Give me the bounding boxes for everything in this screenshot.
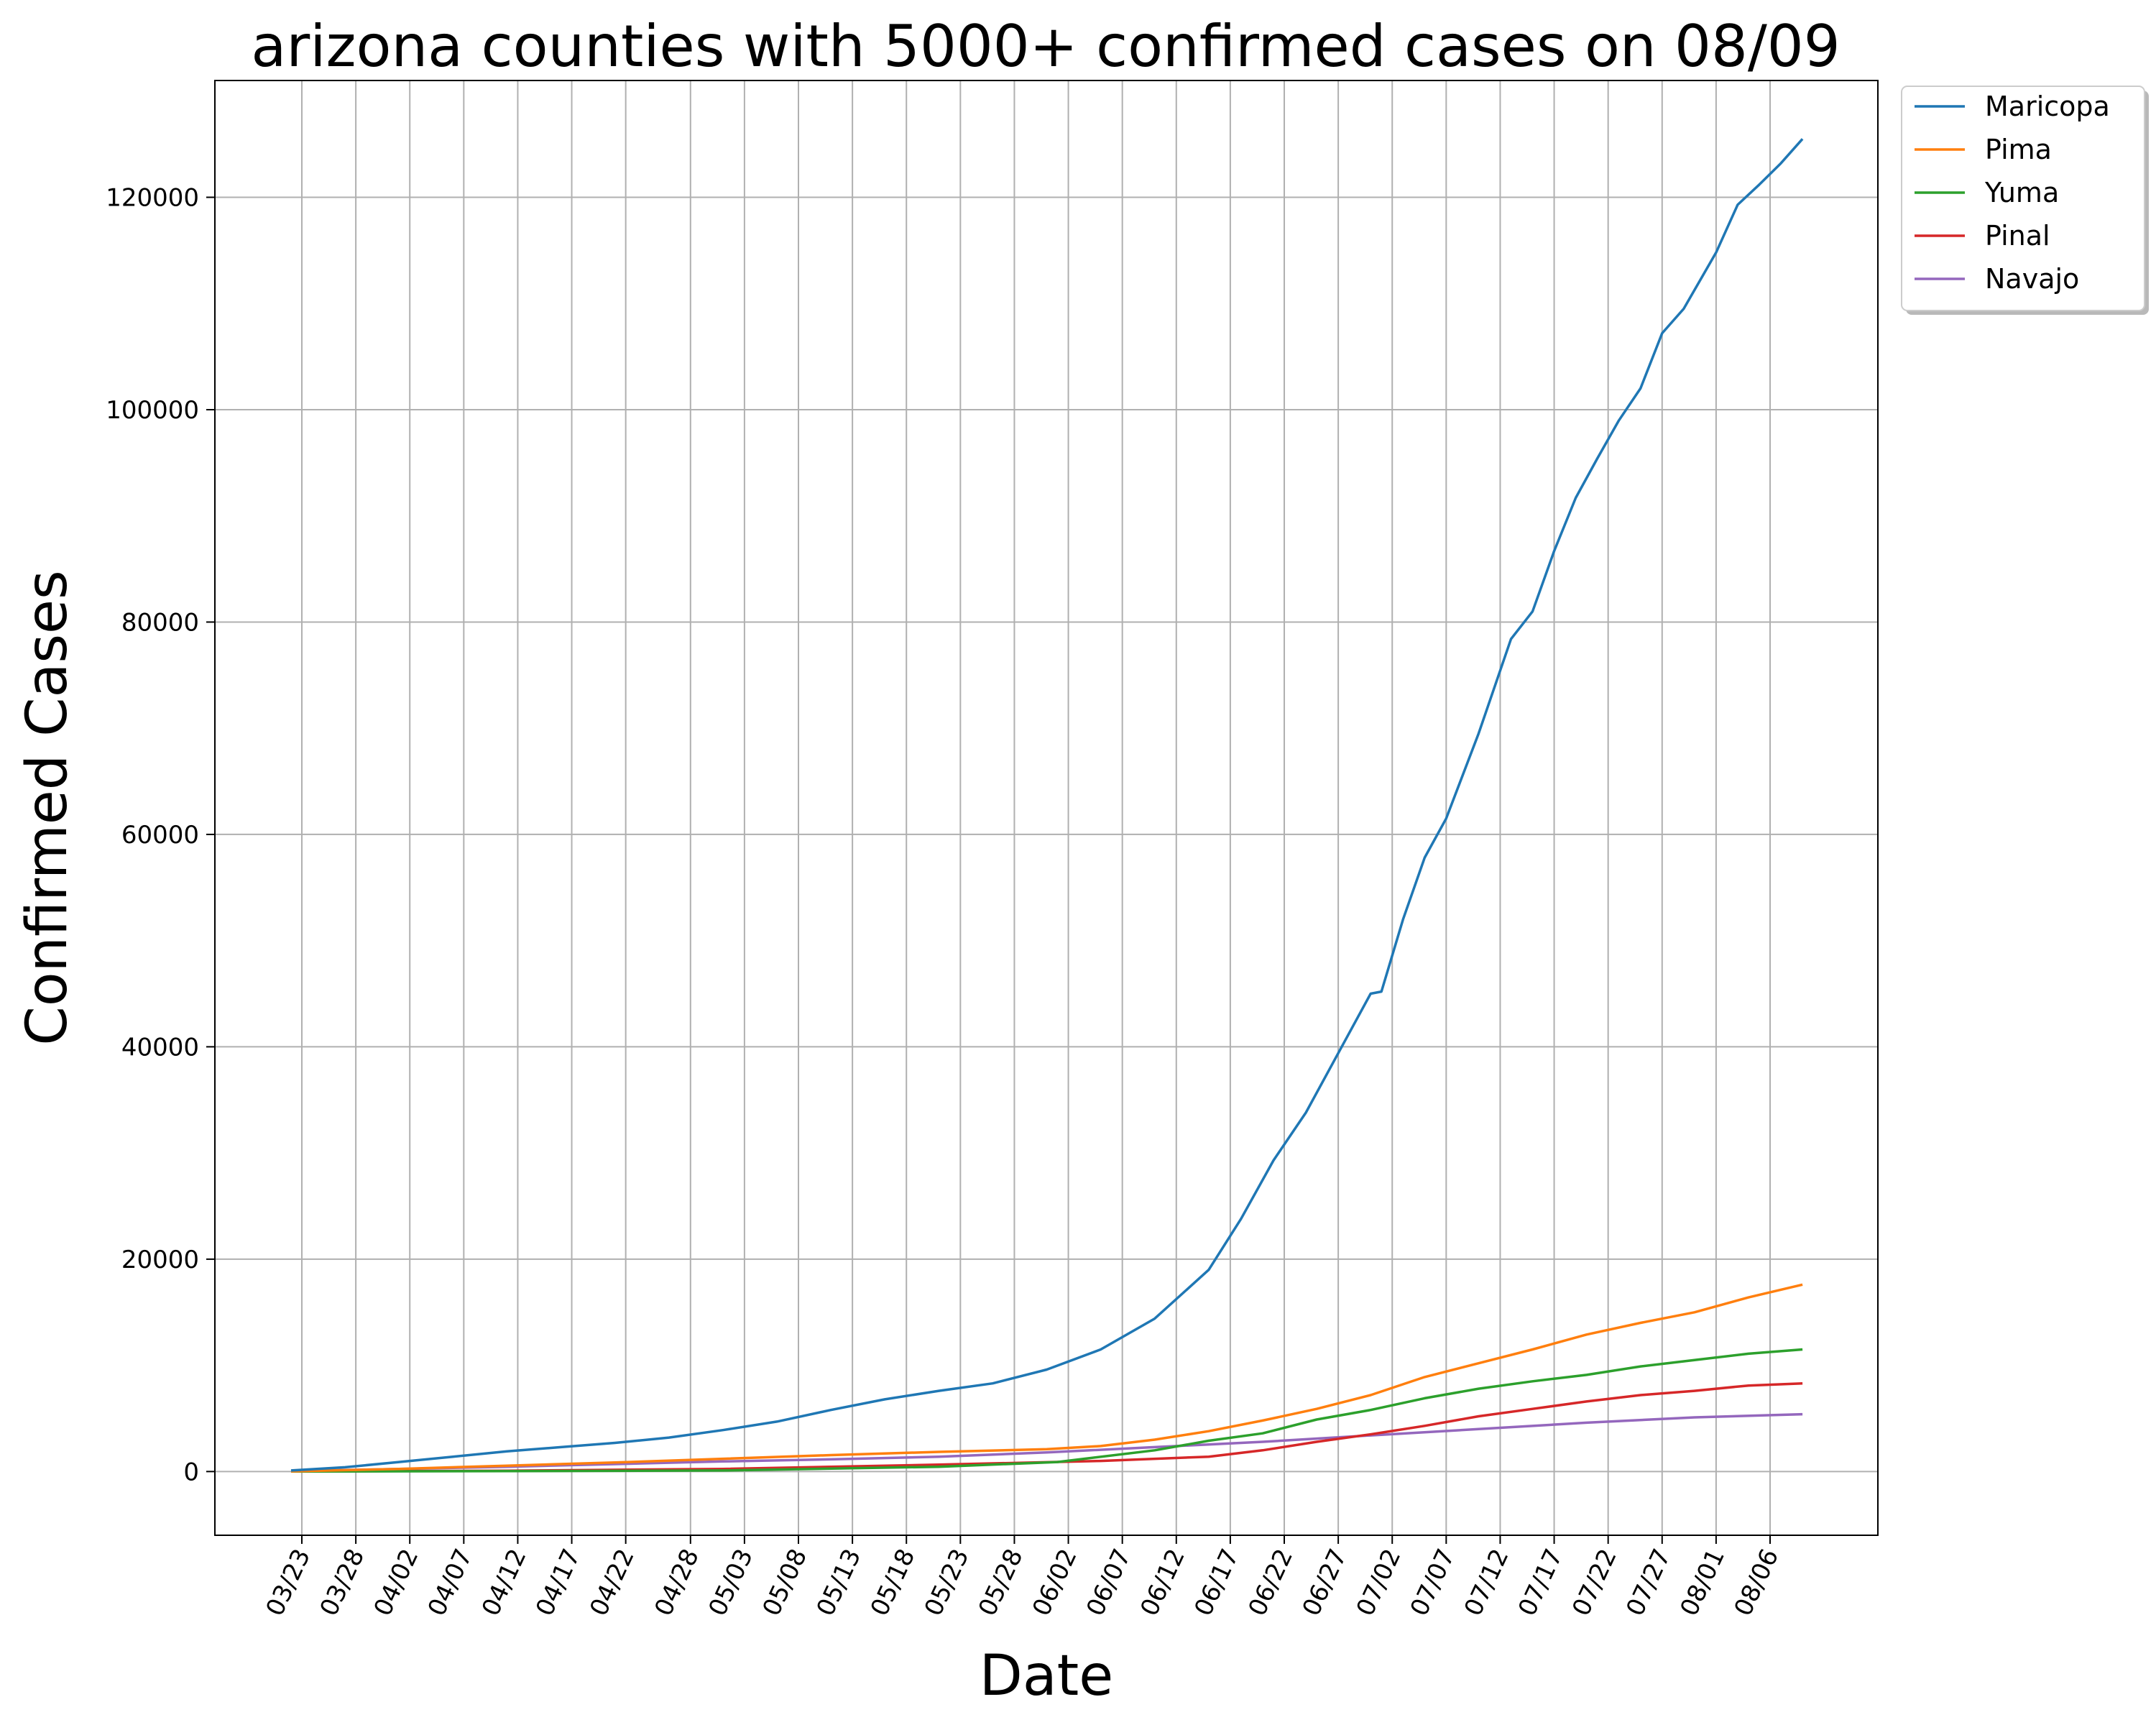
x-tick-label: 04/17 (530, 1545, 586, 1621)
x-tick-label: 07/27 (1621, 1545, 1677, 1621)
x-tick-label: 05/23 (919, 1545, 975, 1621)
y-tick-label: 0 (183, 1458, 199, 1486)
x-tick-label: 03/28 (315, 1545, 371, 1621)
legend-label-pima: Pima (1985, 134, 2052, 165)
x-tick-label: 06/12 (1135, 1545, 1191, 1621)
grid-lines (215, 80, 1878, 1535)
x-tick-label: 07/12 (1459, 1545, 1515, 1621)
x-tick-label: 04/12 (476, 1545, 533, 1621)
x-tick-label: 05/03 (703, 1545, 759, 1621)
legend-label-navajo: Navajo (1985, 263, 2079, 295)
x-tick-label: 05/18 (865, 1545, 921, 1621)
y-tick-label: 60000 (121, 821, 199, 850)
series-lines (290, 138, 1804, 1473)
series-line-pima (290, 1283, 1803, 1473)
series-line-yuma (290, 1348, 1803, 1473)
y-tick-label: 80000 (121, 608, 199, 637)
x-tick-label: 07/07 (1405, 1545, 1461, 1621)
x-tick-label: 03/23 (260, 1545, 316, 1621)
x-tick-label: 06/27 (1297, 1545, 1353, 1621)
x-tick-label: 04/02 (369, 1545, 425, 1621)
legend-label-yuma: Yuma (1984, 177, 2059, 208)
y-axis-title: Confirmed Cases (15, 570, 80, 1045)
x-tick-label: 08/01 (1674, 1545, 1731, 1621)
legend-label-pinal: Pinal (1985, 220, 2050, 252)
legend-label-maricopa: Maricopa (1985, 91, 2110, 122)
chart-title: arizona counties with 5000+ confirmed ca… (251, 13, 1840, 80)
plot-area-frame (214, 80, 1879, 1536)
x-tick-label: 07/22 (1567, 1545, 1623, 1621)
series-line-pinal (290, 1381, 1803, 1473)
y-axis-ticks: 0 20000 40000 60000 80000 100000 120000 (106, 184, 215, 1486)
y-tick-label: 120000 (106, 184, 199, 213)
y-tick-label: 40000 (121, 1033, 199, 1062)
x-tick-label: 04/28 (649, 1545, 705, 1621)
x-tick-label: 05/13 (811, 1545, 867, 1621)
x-tick-label: 06/02 (1027, 1545, 1083, 1621)
x-axis-title: Date (980, 1644, 1113, 1708)
x-tick-label: 04/22 (584, 1545, 640, 1621)
legend-box (1901, 86, 2145, 311)
x-tick-label: 07/17 (1513, 1545, 1569, 1621)
legend: Maricopa Pima Yuma Pinal Navajo (1901, 86, 2149, 315)
x-tick-label: 06/22 (1243, 1545, 1299, 1621)
series-line-maricopa (290, 138, 1804, 1472)
x-tick-label: 07/02 (1351, 1545, 1407, 1621)
y-tick-label: 100000 (106, 396, 199, 425)
x-tick-label: 06/07 (1081, 1545, 1137, 1621)
x-tick-label: 05/28 (973, 1545, 1029, 1621)
y-tick-label: 20000 (121, 1246, 199, 1274)
x-tick-label: 05/08 (757, 1545, 814, 1621)
x-tick-label: 04/07 (423, 1545, 479, 1621)
x-tick-label: 06/17 (1189, 1545, 1245, 1621)
x-tick-label: 08/06 (1728, 1545, 1784, 1621)
